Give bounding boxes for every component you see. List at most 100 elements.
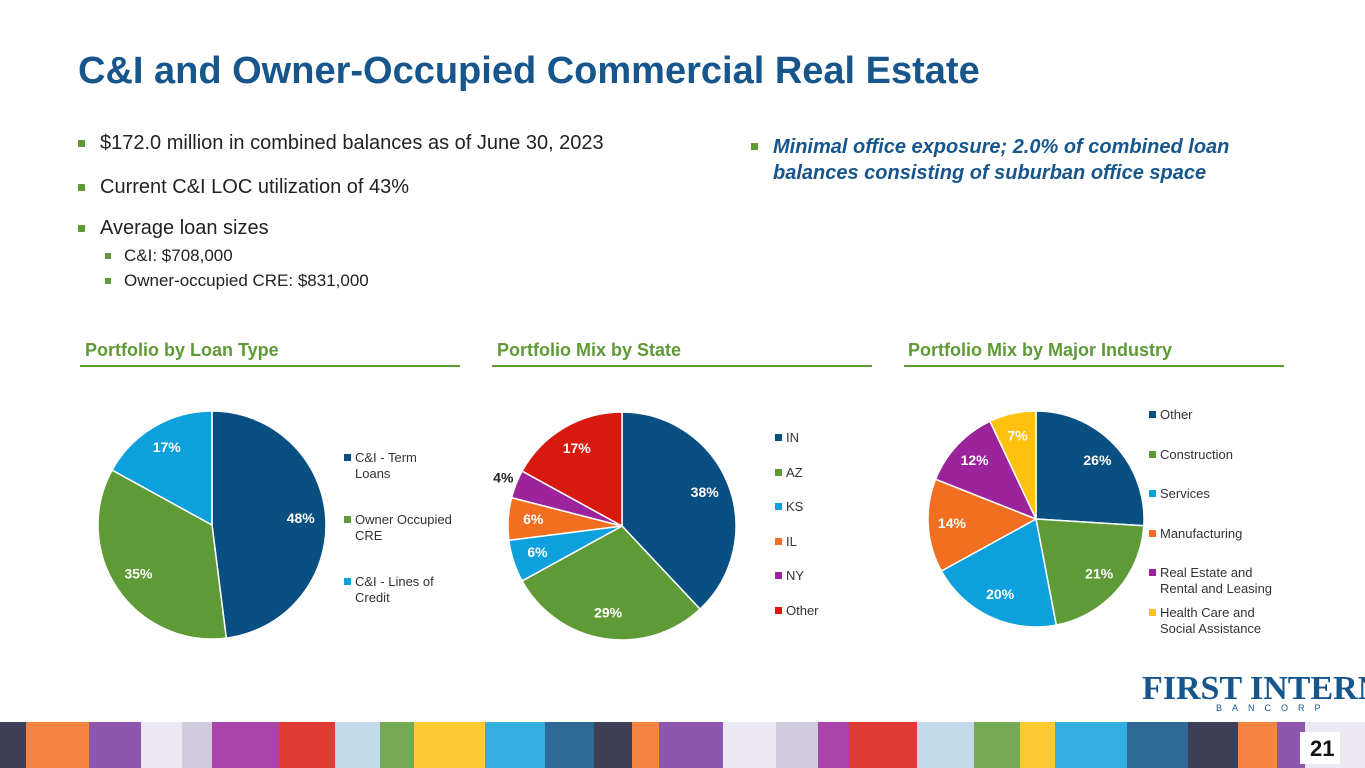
strip-block (974, 722, 1020, 768)
legend-entry: Owner Occupied CRE (344, 512, 455, 544)
legend-entry: IN (775, 430, 876, 446)
data-label: 26% (1083, 452, 1112, 468)
data-label: 48% (287, 510, 316, 526)
pie-slice (97, 469, 228, 640)
data-label: 7% (1008, 427, 1029, 443)
legend-swatch (775, 434, 782, 441)
pie-slice (621, 411, 737, 611)
legend-entry: C&I - Lines of Credit (344, 574, 455, 606)
sub-bullet: Owner-occupied CRE: $831,000 (105, 271, 369, 290)
strip-block (594, 722, 632, 768)
pie-slice (927, 478, 1038, 573)
strip-block (1127, 722, 1188, 768)
strip-block (776, 722, 818, 768)
strip-block (545, 722, 594, 768)
pie-slice (989, 410, 1037, 520)
bullet: $172.0 million in combined balances as o… (78, 132, 604, 154)
strip-block (1055, 722, 1127, 768)
pie-slice (211, 410, 327, 639)
chart-title: Portfolio Mix by Major Industry (908, 340, 1173, 360)
sub-bullet: C&I: $708,000 (105, 246, 233, 265)
pie-slice (1035, 518, 1145, 626)
chart-title: Portfolio by Loan Type (85, 340, 279, 360)
legend-entry: Construction (1149, 447, 1290, 463)
data-label: 4% (493, 470, 514, 486)
page-number: 21 (1310, 736, 1335, 761)
pie-slice (1035, 410, 1145, 527)
legend-swatch (775, 607, 782, 614)
legend-entry: Manufacturing (1149, 526, 1290, 542)
strip-block (212, 722, 279, 768)
legend-swatch (775, 537, 782, 545)
strip-block (917, 722, 974, 768)
data-label: 12% (961, 452, 990, 468)
strip-block (1188, 722, 1238, 768)
strip-block (182, 722, 212, 768)
data-label: 14% (938, 515, 967, 531)
legend-swatch (775, 468, 782, 476)
data-label: 35% (124, 566, 153, 582)
legend-entry: Real Estate and Rental and Leasing (1149, 565, 1290, 597)
legend-entry: Health Care and Social Assistance (1149, 605, 1290, 637)
data-label: 38% (691, 484, 720, 500)
strip-block (335, 722, 380, 768)
legend-entry: C&I - Term Loans (344, 450, 455, 482)
strip-block (279, 722, 335, 768)
legend-entry: NY (775, 568, 876, 584)
strip-block (723, 722, 776, 768)
bullet: Minimal office exposure; 2.0% of combine… (751, 134, 1313, 186)
strip-block (659, 722, 723, 768)
logo-tagline: BANCORP (1216, 703, 1331, 713)
strip-block (141, 722, 182, 768)
strip-block (380, 722, 414, 768)
legend-swatch (1149, 490, 1156, 498)
legend-swatch (775, 572, 782, 580)
page-number-box (1300, 732, 1340, 764)
strip-block (818, 722, 849, 768)
data-label: 20% (986, 586, 1015, 602)
legend-swatch (1149, 529, 1156, 537)
pie-slice (521, 525, 702, 641)
legend-swatch (1149, 609, 1156, 616)
pie-slice (111, 410, 213, 527)
chart-title: Portfolio Mix by State (497, 340, 682, 360)
pie-slice (934, 420, 1038, 521)
strip-block (0, 722, 26, 768)
data-label: 29% (594, 605, 623, 621)
legend-entry: KS (775, 499, 876, 515)
slide-title: C&I and Owner-Occupied Commercial Real E… (78, 50, 980, 92)
data-label: 17% (563, 440, 592, 456)
strip-block (1238, 722, 1277, 768)
logo-name: FIRST INTERNET (1142, 670, 1365, 707)
legend-swatch (344, 454, 351, 461)
strip-block (89, 722, 141, 768)
decorative-strip (0, 722, 1365, 768)
strip-block (849, 722, 917, 768)
data-label: 6% (527, 544, 548, 560)
legend-swatch (1149, 450, 1156, 458)
data-label: 21% (1085, 565, 1114, 581)
legend-entry: AZ (775, 465, 876, 481)
legend-entry: Other (1149, 407, 1290, 423)
strip-block (632, 722, 659, 768)
legend-swatch (1149, 569, 1156, 577)
legend-entry: IL (775, 534, 876, 550)
strip-block (1020, 722, 1055, 768)
legend-swatch (775, 503, 782, 511)
strip-block (414, 722, 485, 768)
pie-slice (521, 411, 623, 528)
legend-entry: Other (775, 603, 876, 619)
legend-swatch (344, 516, 351, 523)
bullet: Average loan sizes (78, 217, 269, 239)
strip-block (26, 722, 89, 768)
pie-slice (940, 517, 1058, 628)
bullet: Current C&I LOC utilization of 43% (77, 176, 410, 198)
data-label: 6% (523, 511, 544, 527)
legend-swatch (1149, 411, 1156, 418)
legend-entry: Services (1149, 486, 1290, 502)
legend-swatch (344, 578, 351, 585)
strip-block (485, 722, 545, 768)
data-label: 17% (153, 439, 182, 455)
